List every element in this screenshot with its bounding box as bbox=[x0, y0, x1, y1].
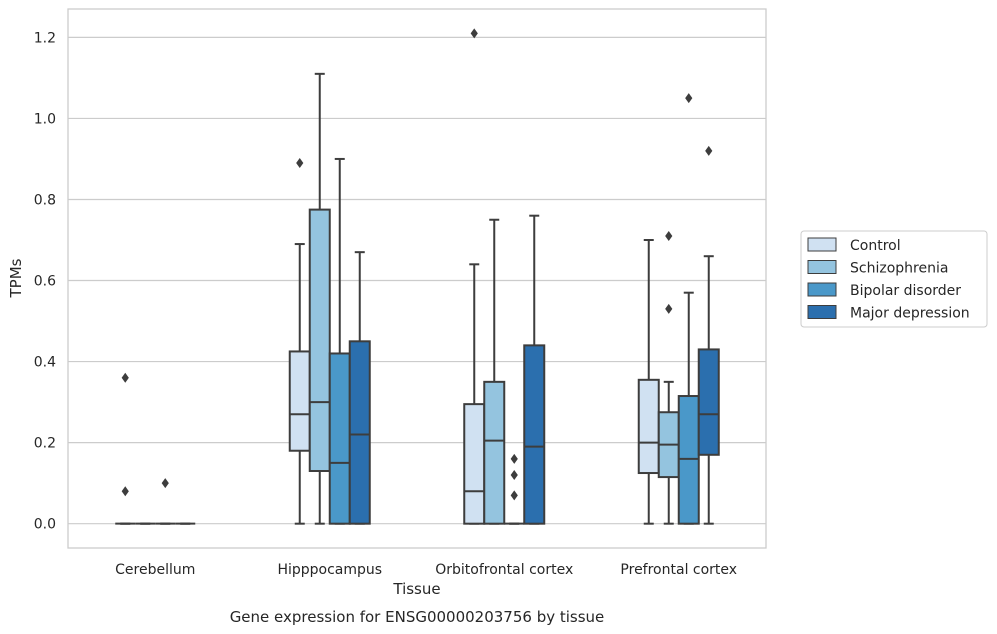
box-bipolar-disorder bbox=[504, 453, 525, 525]
box-schizophrenia bbox=[483, 218, 506, 525]
legend-label: Bipolar disorder bbox=[850, 283, 961, 299]
box-iqr bbox=[348, 340, 371, 525]
outlier-point bbox=[665, 230, 673, 241]
y-axis-title: TPMs bbox=[7, 258, 25, 298]
y-axis-ticks: 0.0 0.2 0.4 0.6 0.8 1.0 1.2 bbox=[34, 30, 56, 532]
box-iqr bbox=[288, 350, 311, 452]
y-tick-label: 0.8 bbox=[34, 192, 56, 208]
outlier-point bbox=[296, 158, 304, 168]
legend-label: Major depression bbox=[850, 306, 970, 322]
y-tick-label: 0.2 bbox=[34, 436, 56, 452]
legend: Control Schizophrenia Bipolar disorder Majo… bbox=[800, 230, 988, 328]
box-iqr bbox=[637, 378, 660, 475]
y-tick-label: 0.6 bbox=[34, 274, 56, 290]
box-iqr bbox=[463, 403, 486, 525]
outlier-point bbox=[510, 490, 518, 501]
box-major-depression bbox=[697, 145, 720, 525]
legend-frame bbox=[800, 230, 988, 328]
box-iqr bbox=[697, 348, 720, 456]
x-axis-title: Tissue bbox=[392, 580, 440, 598]
outlier-point bbox=[685, 93, 693, 104]
box-major-depression bbox=[348, 251, 371, 525]
outlier-point bbox=[665, 303, 673, 314]
legend-swatch bbox=[807, 282, 837, 297]
outlier-point bbox=[510, 453, 518, 464]
outlier-point bbox=[121, 372, 129, 383]
category-group bbox=[637, 93, 720, 525]
y-tick-label: 1.0 bbox=[34, 111, 56, 127]
box-groups bbox=[115, 28, 720, 525]
x-tick-label: Orbitofrontal cortex bbox=[435, 562, 573, 578]
box-iqr bbox=[677, 395, 700, 525]
legend-label: Schizophrenia bbox=[850, 261, 948, 277]
y-tick-label: 0.0 bbox=[34, 517, 56, 533]
category-group bbox=[288, 72, 371, 525]
box-bipolar-disorder bbox=[155, 478, 176, 525]
box-bipolar-disorder bbox=[328, 157, 351, 525]
legend-swatch bbox=[807, 260, 837, 274]
category-group bbox=[463, 28, 546, 525]
category-group bbox=[115, 372, 196, 525]
outlier-point bbox=[510, 470, 518, 481]
y-tick-label: 1.2 bbox=[34, 30, 56, 46]
x-axis-ticks: Cerebellum Hipppocampus Orbitofrontal cort… bbox=[115, 562, 737, 578]
y-tick-label: 0.4 bbox=[34, 355, 56, 371]
box-iqr bbox=[328, 352, 351, 525]
x-tick-label: Cerebellum bbox=[115, 562, 195, 578]
outlier-point bbox=[121, 486, 129, 497]
box-schizophrenia bbox=[657, 230, 680, 525]
box-bipolar-disorder bbox=[677, 93, 700, 525]
legend-swatch bbox=[807, 237, 837, 252]
box-control bbox=[115, 372, 136, 525]
box-iqr bbox=[308, 208, 331, 473]
legend-swatch bbox=[807, 305, 837, 319]
chart-caption: Gene expression for ENSG00000203756 by t… bbox=[230, 608, 605, 626]
box-iqr bbox=[523, 344, 546, 525]
x-tick-label: Hipppocampus bbox=[277, 562, 382, 578]
outlier-point bbox=[705, 145, 713, 156]
box-iqr bbox=[483, 380, 506, 525]
box-control bbox=[288, 158, 311, 525]
legend-label: Control bbox=[850, 238, 901, 254]
outlier-point bbox=[470, 28, 478, 39]
outlier-point bbox=[161, 478, 169, 489]
box-major-depression bbox=[523, 214, 546, 525]
x-tick-label: Prefrontal cortex bbox=[620, 562, 737, 578]
plot-frame bbox=[67, 8, 767, 549]
box-schizophrenia bbox=[308, 72, 331, 525]
